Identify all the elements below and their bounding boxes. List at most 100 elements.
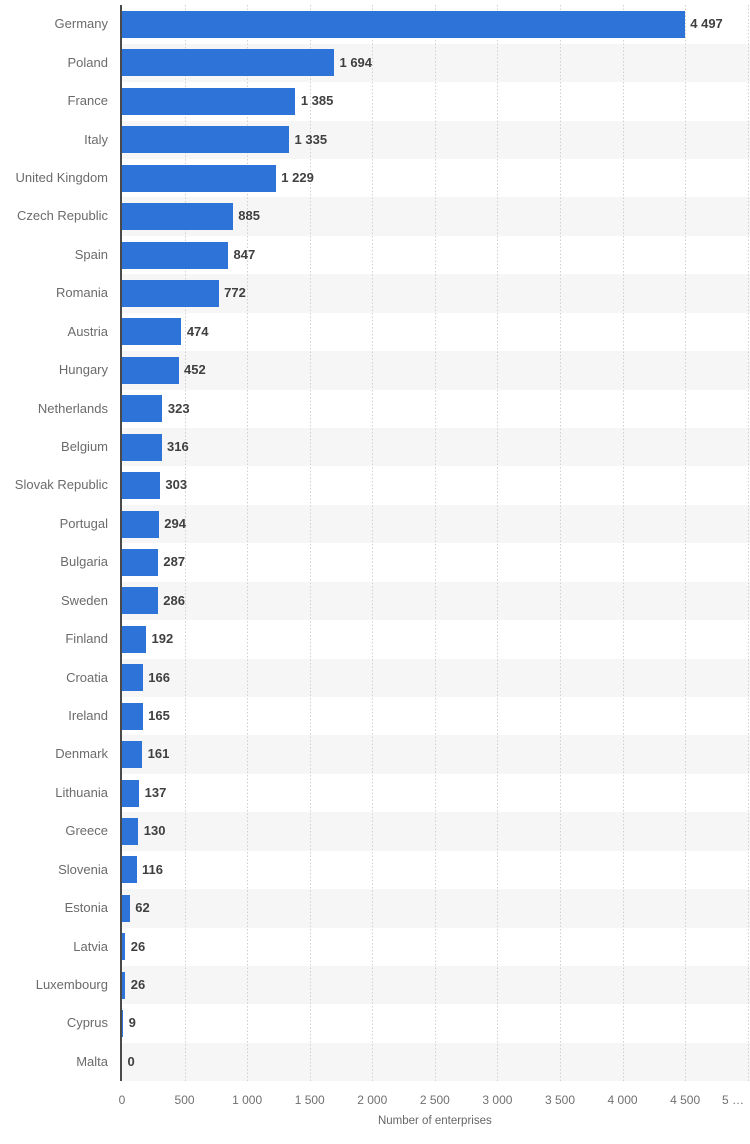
row-stripe xyxy=(122,735,750,774)
category-label: Poland xyxy=(67,54,108,70)
bar-spain[interactable] xyxy=(122,241,228,269)
x-tick-label: 500 xyxy=(174,1093,195,1107)
row-stripe xyxy=(122,658,750,698)
value-label: 1 694 xyxy=(339,54,373,70)
value-label: 1 335 xyxy=(294,131,328,147)
bar-luxembourg[interactable] xyxy=(122,971,126,999)
y-axis-line xyxy=(120,5,122,1082)
value-label: 137 xyxy=(144,784,167,800)
category-label: Denmark xyxy=(55,746,108,762)
bar-united-kingdom[interactable] xyxy=(122,164,276,192)
x-tick-label: 1 000 xyxy=(232,1093,263,1107)
bar-france[interactable] xyxy=(122,87,296,115)
row-stripe xyxy=(122,428,750,467)
x-tick-label: 3 000 xyxy=(482,1093,513,1107)
value-label: 294 xyxy=(164,515,186,531)
bar-germany[interactable] xyxy=(122,11,685,39)
value-label: 847 xyxy=(233,246,256,262)
category-label: Hungary xyxy=(58,362,108,378)
category-label: France xyxy=(67,93,108,109)
bar-austria[interactable] xyxy=(122,318,182,346)
value-label: 287 xyxy=(163,554,186,570)
row-stripe xyxy=(122,504,750,544)
value-label: 26 xyxy=(130,977,146,993)
value-label: 474 xyxy=(186,323,209,339)
x-tick-label: 4 500 xyxy=(670,1093,701,1107)
x-tick-label: 2 000 xyxy=(357,1093,388,1107)
value-label: 166 xyxy=(148,669,170,685)
bar-greece[interactable] xyxy=(122,818,139,846)
value-label: 303 xyxy=(165,477,188,493)
bar-romania[interactable] xyxy=(122,280,219,308)
x-axis-title: Number of enterprises xyxy=(377,1115,492,1127)
gridline xyxy=(309,5,311,1082)
category-label: Cyprus xyxy=(66,1015,108,1031)
bar-finland[interactable] xyxy=(122,625,147,653)
value-label: 9 xyxy=(128,1015,136,1031)
bar-hungary[interactable] xyxy=(122,356,179,384)
bar-czech-republic[interactable] xyxy=(122,203,233,231)
value-label: 26 xyxy=(130,938,146,954)
bar-denmark[interactable] xyxy=(122,741,143,769)
bar-poland[interactable] xyxy=(122,49,334,77)
category-label: Slovak Republic xyxy=(14,477,108,493)
gridline xyxy=(434,5,436,1082)
bar-bulgaria[interactable] xyxy=(122,549,158,577)
bar-slovenia[interactable] xyxy=(122,856,137,884)
category-label: Bulgaria xyxy=(60,554,108,570)
value-label: 323 xyxy=(167,400,190,416)
bar-belgium[interactable] xyxy=(122,433,162,461)
bar-latvia[interactable] xyxy=(122,933,126,961)
category-label: Portugal xyxy=(59,515,108,531)
bar-sweden[interactable] xyxy=(122,587,158,615)
value-label: 1 385 xyxy=(300,93,334,109)
value-label: 4 497 xyxy=(690,16,723,32)
bar-estonia[interactable] xyxy=(122,894,130,922)
row-stripe xyxy=(122,889,750,928)
value-label: 165 xyxy=(148,708,170,724)
row-stripe xyxy=(122,1042,750,1082)
category-label: Slovenia xyxy=(58,861,108,877)
category-label: Sweden xyxy=(61,592,108,608)
value-label: 1 229 xyxy=(281,170,314,186)
gridline xyxy=(372,5,374,1082)
bar-italy[interactable] xyxy=(122,126,290,154)
gridline xyxy=(497,5,499,1082)
value-label: 452 xyxy=(184,362,206,378)
row-stripe xyxy=(122,812,750,851)
bar-netherlands[interactable] xyxy=(122,395,163,423)
category-label: Italy xyxy=(84,131,108,147)
category-label: Estonia xyxy=(64,900,108,916)
value-label: 116 xyxy=(142,861,163,877)
category-label: Netherlands xyxy=(37,400,108,416)
category-label: Lithuania xyxy=(55,784,108,800)
bar-portugal[interactable] xyxy=(122,510,159,538)
bar-lithuania[interactable] xyxy=(122,779,140,807)
category-label: Croatia xyxy=(66,669,108,685)
value-label: 772 xyxy=(224,285,246,301)
gridline xyxy=(747,5,749,1082)
x-tick-label: 5 … xyxy=(721,1093,744,1107)
gridline xyxy=(622,5,624,1082)
category-label: Finland xyxy=(65,631,108,647)
category-label: Czech Republic xyxy=(16,208,108,224)
bar-croatia[interactable] xyxy=(122,664,143,692)
gridline xyxy=(559,5,561,1082)
category-label: Malta xyxy=(76,1053,108,1069)
category-label: Romania xyxy=(55,285,108,301)
x-tick-label: 1 500 xyxy=(294,1093,325,1107)
category-label: Luxembourg xyxy=(35,977,108,993)
bar-cyprus[interactable] xyxy=(122,1010,124,1038)
bar-ireland[interactable] xyxy=(122,702,143,730)
value-label: 192 xyxy=(151,631,174,647)
bar-slovak-republic[interactable] xyxy=(122,472,160,500)
x-tick-label: 0 xyxy=(118,1093,126,1107)
gridline xyxy=(247,5,249,1082)
category-label: Belgium xyxy=(61,439,108,455)
x-tick-label: 2 500 xyxy=(419,1093,450,1107)
value-label: 62 xyxy=(135,900,150,916)
category-label: Latvia xyxy=(73,938,108,954)
x-tick-label: 3 500 xyxy=(544,1093,575,1107)
gridline xyxy=(184,5,186,1082)
